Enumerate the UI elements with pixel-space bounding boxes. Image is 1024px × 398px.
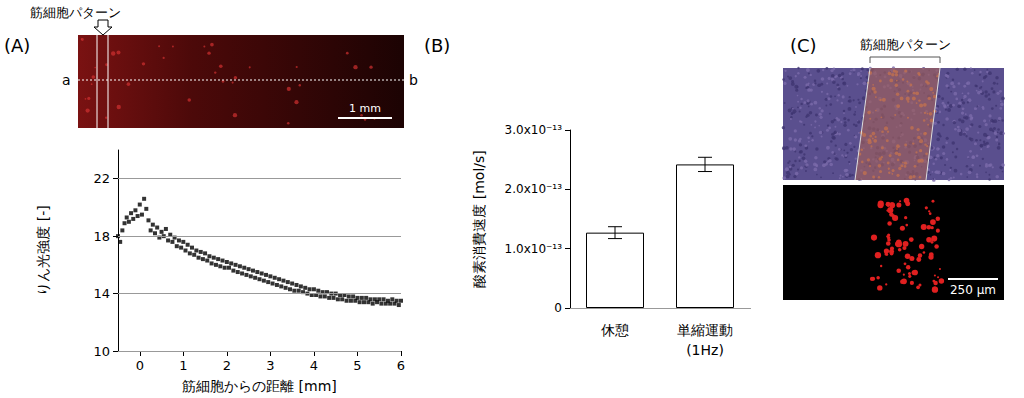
svg-text:1: 1 (179, 358, 187, 373)
svg-text:4: 4 (310, 358, 318, 373)
svg-text:b: b (409, 72, 418, 88)
svg-text:6: 6 (397, 358, 405, 373)
svg-text:1.0x10⁻¹³: 1.0x10⁻¹³ (505, 242, 563, 256)
svg-text:酸素消費速度 [mol/s]: 酸素消費速度 [mol/s] (471, 150, 487, 287)
svg-text:(A): (A) (4, 35, 30, 56)
svg-text:(1Hz): (1Hz) (686, 342, 724, 358)
svg-text:5: 5 (353, 358, 361, 373)
svg-text:筋細胞パターン: 筋細胞パターン (860, 37, 951, 52)
svg-text:18: 18 (93, 229, 110, 244)
svg-text:0: 0 (136, 358, 144, 373)
svg-text:14: 14 (93, 286, 110, 301)
svg-text:3.0x10⁻¹³: 3.0x10⁻¹³ (505, 123, 563, 137)
svg-text:筋細胞からの距離 [mm]: 筋細胞からの距離 [mm] (182, 378, 337, 394)
svg-text:りん光強度 [-]: りん光強度 [-] (35, 205, 51, 295)
svg-text:22: 22 (93, 171, 110, 186)
svg-text:(B): (B) (424, 35, 450, 56)
svg-text:a: a (62, 72, 71, 88)
svg-text:(C): (C) (790, 35, 817, 56)
svg-text:2.0x10⁻¹³: 2.0x10⁻¹³ (505, 182, 563, 196)
svg-text:10: 10 (93, 344, 110, 359)
svg-text:1 mm: 1 mm (349, 102, 381, 115)
svg-text:単縮運動: 単縮運動 (677, 322, 733, 338)
svg-text:2: 2 (223, 358, 231, 373)
svg-text:筋細胞パターン: 筋細胞パターン (30, 5, 121, 20)
svg-text:0: 0 (554, 301, 562, 315)
svg-text:休憩: 休憩 (601, 322, 629, 338)
svg-text:250 µm: 250 µm (950, 283, 996, 297)
svg-text:3: 3 (266, 358, 274, 373)
